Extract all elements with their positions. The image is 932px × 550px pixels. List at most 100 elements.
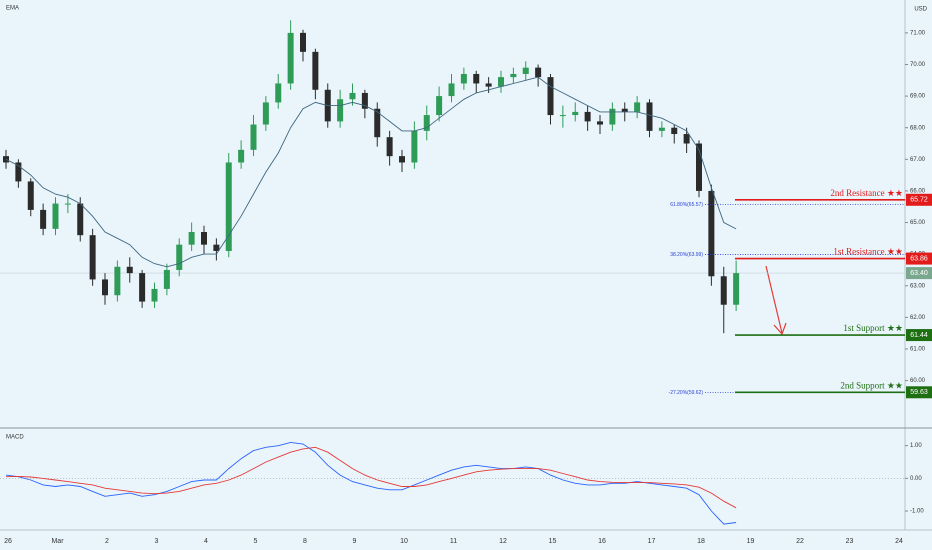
fib-label: 61.80%(65.57) (670, 202, 703, 208)
level-price-box (906, 386, 932, 399)
candle-body (275, 83, 282, 103)
y-tick-label: 70.00 (910, 62, 926, 68)
candle-body (213, 244, 220, 251)
level-label: 2nd Support ★★ (840, 380, 903, 390)
macd-y-tick-label: 0.00 (910, 476, 922, 482)
fib-label: -27.20%(59.62) (669, 390, 704, 396)
x-tick-label: 8 (303, 538, 307, 545)
candle-body (225, 162, 232, 251)
candle-body (361, 92, 368, 109)
x-tick-label: 26 (4, 538, 12, 545)
macd-y-tick-label: 1.00 (910, 443, 922, 449)
candle-body (386, 137, 393, 157)
candle-body (52, 203, 59, 229)
candle-body (40, 209, 47, 229)
level-label: 2nd Resistance ★★ (830, 188, 903, 198)
level-price-label: 61.44 (910, 332, 928, 339)
level-price-box (906, 252, 932, 265)
x-tick-label: Mar (51, 538, 64, 545)
candle-body (559, 115, 566, 117)
candle-body (448, 83, 455, 97)
x-tick-label: 22 (796, 538, 804, 545)
candle-body (250, 124, 257, 150)
candle-body (609, 108, 616, 125)
candle-body (498, 77, 504, 87)
candle-body (201, 232, 207, 245)
candle-body (510, 73, 517, 78)
x-tick-label: 16 (598, 538, 606, 545)
candle-body (77, 203, 84, 236)
y-tick-label: 65.00 (910, 220, 926, 226)
last-price-label: 63.40 (910, 270, 928, 277)
x-tick-label: 4 (204, 538, 208, 545)
x-tick-label: 12 (499, 538, 507, 545)
candle-body (15, 162, 22, 182)
candle-body (287, 32, 294, 84)
x-tick-label: 2 (105, 538, 109, 545)
candle-body (163, 269, 170, 289)
candle-body (27, 181, 34, 210)
candle-body (646, 102, 653, 131)
x-tick-label: 10 (400, 538, 408, 545)
macd-label: MACD (6, 435, 24, 441)
ema-line (5, 76, 737, 268)
y-tick-label: 63.00 (910, 283, 926, 289)
candle-body (374, 108, 381, 138)
candle-body (262, 102, 269, 125)
x-tick-label: 23 (846, 538, 854, 545)
candle-body (535, 67, 542, 78)
candle-body (114, 266, 121, 296)
candle-body (696, 143, 702, 191)
x-tick-label: 5 (254, 538, 258, 545)
candle-body (733, 273, 740, 305)
x-tick-label: 19 (747, 538, 755, 545)
y-tick-label: 66.00 (910, 189, 926, 195)
y-tick-label: 60.00 (910, 378, 926, 384)
candle-body (547, 77, 554, 116)
level-price-label: 59.63 (910, 389, 928, 396)
candle-body (658, 127, 665, 131)
x-tick-label: 3 (155, 538, 159, 545)
level-label: 1st Support ★★ (843, 323, 903, 333)
candle-body (238, 149, 245, 163)
candle-body (572, 111, 579, 116)
fib-label: 38.20%(63.99) (670, 252, 703, 258)
candle-body (460, 73, 467, 84)
y-tick-label: 67.00 (910, 157, 926, 163)
candle-body (300, 32, 306, 52)
candle-body (126, 266, 133, 274)
candle-body (584, 111, 591, 122)
candle-body (64, 203, 71, 205)
unit-label: USD (914, 7, 927, 13)
candle-body (436, 96, 443, 116)
candle-body (411, 130, 418, 163)
level-label: 1st Resistance ★★ (833, 247, 903, 257)
candle-body (176, 244, 183, 270)
candle-body (683, 134, 690, 144)
indicator-label: EMA (6, 6, 19, 12)
candle-body (151, 288, 158, 302)
y-tick-label: 68.00 (910, 125, 926, 131)
macd-line (5, 446, 737, 509)
candle-body (349, 92, 356, 100)
candle-body (188, 232, 195, 245)
candle-body (720, 276, 727, 305)
candle-body (139, 273, 146, 302)
y-tick-label: 69.00 (910, 94, 926, 100)
macd-y-tick-label: -1.00 (910, 509, 924, 515)
candle-body (473, 73, 480, 84)
y-tick-label: 71.00 (910, 30, 926, 36)
x-tick-label: 17 (648, 538, 656, 545)
candle-body (621, 108, 628, 112)
level-price-label: 63.86 (910, 255, 928, 262)
level-price-label: 65.72 (910, 197, 928, 204)
forecast-arrow (765, 265, 787, 336)
level-price-box (906, 193, 932, 206)
candle-body (597, 121, 603, 125)
candle-body (671, 127, 678, 135)
candle-body (102, 279, 108, 296)
x-tick-label: 24 (895, 538, 903, 545)
